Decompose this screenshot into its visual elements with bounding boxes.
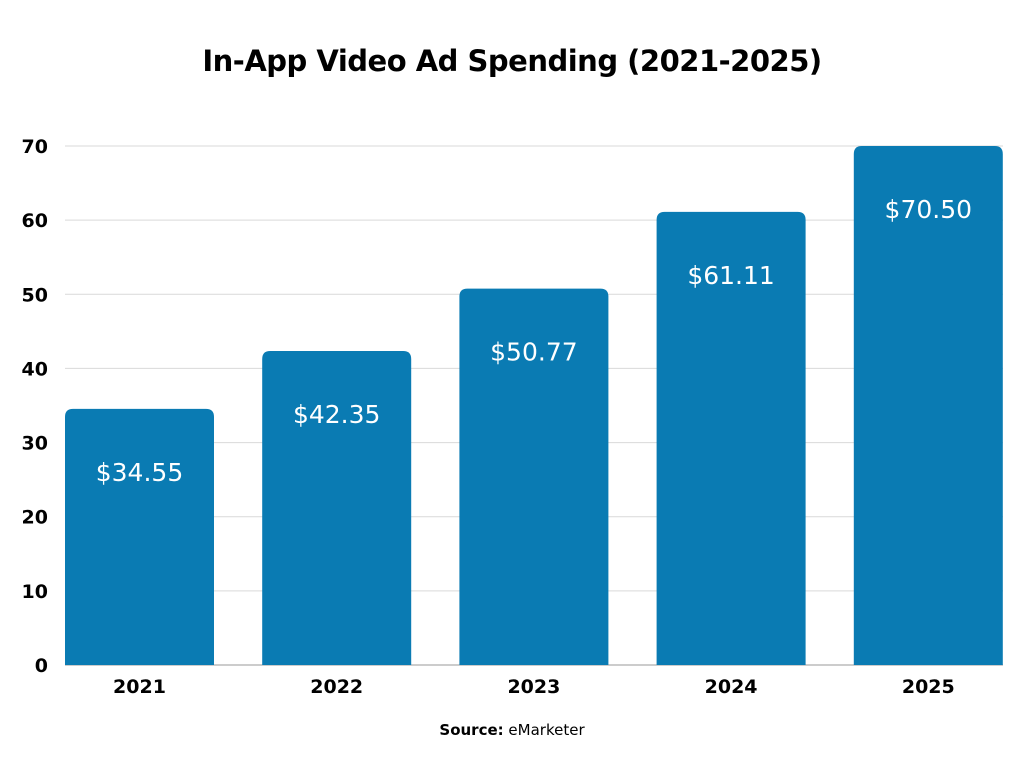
bar [459,288,609,665]
x-tick-label: 2024 [705,676,758,698]
data-label: $61.11 [687,261,774,290]
y-tick-label: 10 [22,581,48,603]
data-label: $34.55 [96,458,183,487]
x-tick-label: 2023 [507,676,560,698]
data-label: $42.35 [293,400,380,429]
source-note: Source: eMarketer [0,721,1024,739]
y-tick-label: 20 [22,507,48,529]
source-label: Source: [439,721,504,739]
bar [656,211,806,665]
source-value: eMarketer [508,721,585,739]
x-tick-label: 2022 [310,676,363,698]
x-tick-label: 2025 [902,676,955,698]
data-label: $50.77 [490,338,577,367]
data-label: $70.50 [885,195,972,224]
bar [65,408,214,665]
y-tick-label: 70 [22,136,48,158]
y-tick-label: 30 [22,433,48,455]
y-tick-label: 50 [22,284,48,306]
y-tick-label: 60 [22,210,48,232]
chart-title: In-App Video Ad Spending (2021-2025) [202,44,822,78]
x-tick-label: 2021 [113,676,166,698]
y-tick-label: 0 [35,655,48,677]
y-tick-label: 40 [22,358,48,380]
bar [853,146,1003,665]
bar [262,351,412,665]
